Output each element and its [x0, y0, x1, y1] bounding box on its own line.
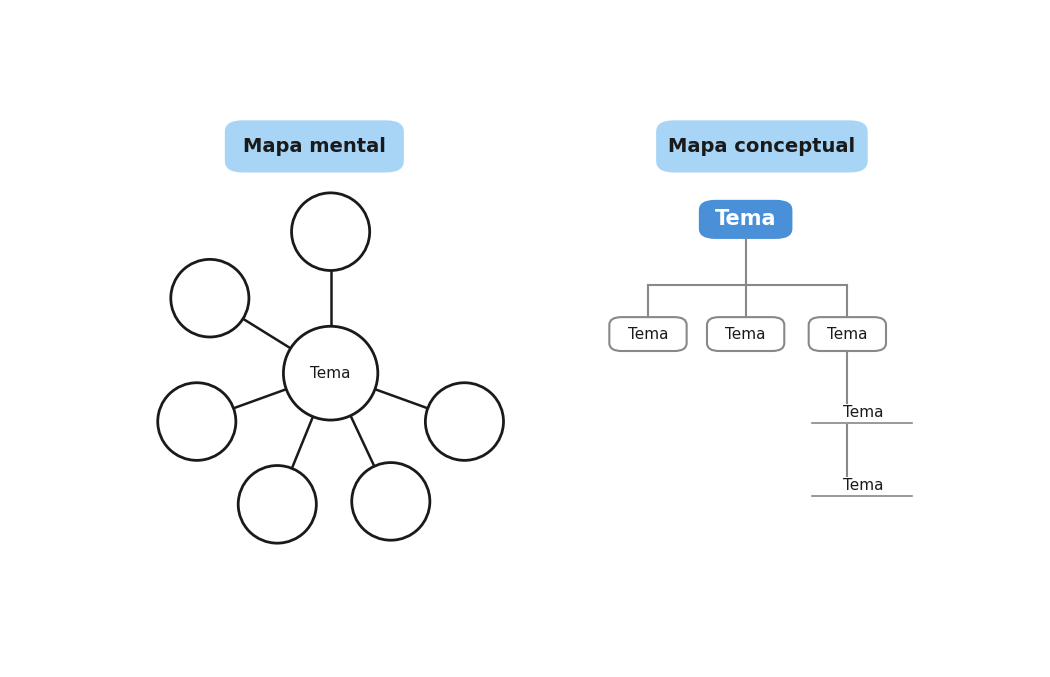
FancyBboxPatch shape: [699, 200, 793, 239]
FancyBboxPatch shape: [656, 121, 867, 173]
FancyBboxPatch shape: [808, 317, 886, 351]
Text: Tema: Tema: [827, 326, 867, 342]
Ellipse shape: [158, 383, 236, 460]
Ellipse shape: [171, 259, 249, 337]
Text: Mapa conceptual: Mapa conceptual: [669, 137, 856, 156]
Ellipse shape: [238, 466, 316, 543]
Text: Tema: Tema: [843, 405, 884, 420]
Text: Tema: Tema: [726, 326, 765, 342]
Text: Tema: Tema: [715, 209, 776, 230]
Ellipse shape: [352, 462, 429, 540]
Text: Mapa mental: Mapa mental: [243, 137, 385, 156]
Ellipse shape: [284, 326, 378, 420]
FancyBboxPatch shape: [225, 121, 404, 173]
Ellipse shape: [292, 193, 370, 271]
Text: Tema: Tema: [843, 478, 884, 493]
FancyBboxPatch shape: [609, 317, 687, 351]
FancyBboxPatch shape: [707, 317, 784, 351]
Ellipse shape: [425, 383, 504, 460]
Text: Tema: Tema: [628, 326, 668, 342]
Text: Tema: Tema: [311, 366, 351, 380]
